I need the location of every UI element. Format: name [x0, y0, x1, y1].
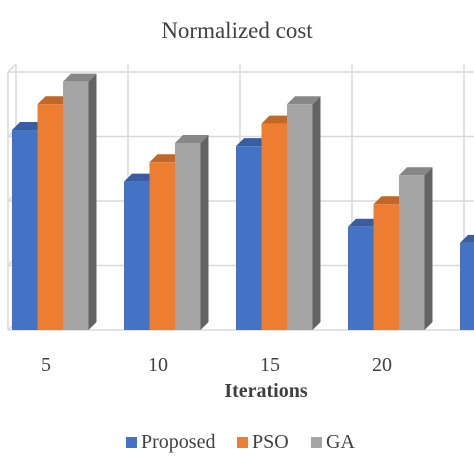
bar-side-face — [424, 167, 433, 330]
bar-top-face — [37, 96, 71, 105]
bar-top-face — [261, 115, 295, 124]
bar-front-face — [287, 104, 313, 330]
legend-swatch-ga — [311, 437, 322, 448]
bar-front-face — [37, 104, 63, 330]
bar-front-face — [63, 81, 89, 330]
bar-front-face — [348, 226, 374, 330]
chart-title: Normalized cost — [161, 18, 313, 43]
bar-top-face — [348, 218, 382, 227]
bar-front-face — [149, 162, 175, 330]
bar-top-face — [124, 173, 158, 182]
bar-front-face — [373, 204, 399, 330]
bar-top-face — [287, 96, 321, 105]
bar-side-face — [88, 73, 97, 331]
legend-label-pso: PSO — [252, 431, 289, 453]
bar-front-face — [236, 146, 262, 330]
bar-ga-20 — [399, 167, 433, 330]
bar-top-face — [399, 167, 433, 176]
bar-top-face — [236, 138, 270, 147]
x-tick-label: 20 — [372, 354, 392, 376]
x-tick-label: 10 — [148, 354, 168, 376]
bar-front-face — [124, 181, 150, 330]
bar-top-face — [460, 234, 474, 243]
bar-ga-15 — [287, 96, 321, 330]
bar-front-face — [399, 175, 425, 330]
bar-front-face — [460, 242, 474, 330]
bar-proposed-25 — [460, 234, 474, 330]
x-tick-label: 5 — [41, 354, 51, 376]
bar-side-face — [200, 134, 209, 330]
bar-front-face — [261, 123, 287, 330]
gridline-depth — [7, 63, 17, 73]
legend-label-proposed: Proposed — [141, 431, 215, 453]
legend: Proposed PSO GA — [126, 431, 355, 453]
x-tick-labels: 510152025 — [41, 354, 392, 376]
bar-side-face — [312, 96, 321, 330]
bar-ga-10 — [175, 134, 209, 330]
legend-label-ga: GA — [326, 431, 355, 453]
bars — [12, 73, 474, 331]
bar-ga-5 — [63, 73, 97, 331]
bar-front-face — [12, 130, 38, 330]
bar-top-face — [149, 154, 183, 163]
bar-front-face — [175, 142, 201, 330]
bar-top-face — [12, 122, 46, 131]
bar-top-face — [63, 73, 97, 82]
legend-swatch-pso — [237, 437, 248, 448]
bar-top-face — [175, 134, 209, 143]
bar-top-face — [373, 196, 407, 205]
x-tick-label: 15 — [260, 354, 280, 376]
legend-swatch-proposed — [126, 437, 137, 448]
x-axis-label: Iterations — [224, 380, 308, 402]
